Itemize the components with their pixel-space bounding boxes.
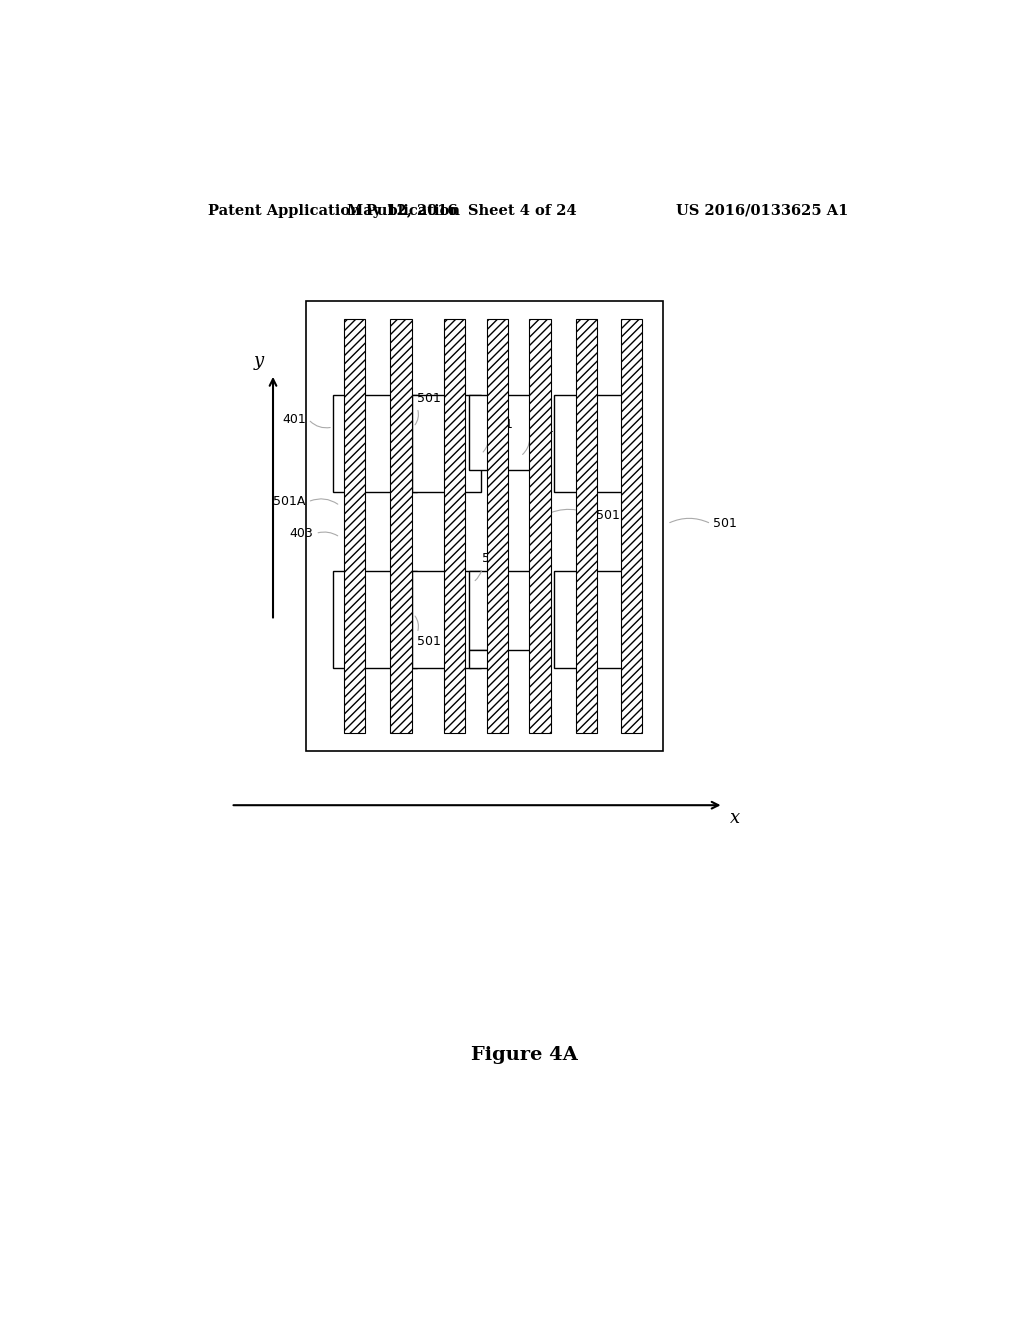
Bar (469, 396, 534, 470)
Text: 501: 501 (529, 421, 554, 434)
Text: Figure 4A: Figure 4A (471, 1047, 579, 1064)
Bar (412, 572, 481, 668)
Bar (443, 319, 465, 734)
Bar (486, 319, 508, 734)
Bar (621, 319, 642, 734)
Text: US 2016/0133625 A1: US 2016/0133625 A1 (676, 203, 848, 218)
Bar (554, 572, 630, 668)
Bar (575, 319, 597, 734)
Bar (390, 319, 412, 734)
Text: May 12, 2016  Sheet 4 of 24: May 12, 2016 Sheet 4 of 24 (347, 203, 577, 218)
Bar (333, 396, 417, 492)
Bar (554, 396, 630, 492)
Text: 401: 401 (283, 413, 306, 426)
Bar (469, 649, 492, 668)
Text: Patent Application Publication: Patent Application Publication (208, 203, 460, 218)
Bar (529, 319, 551, 734)
Text: y: y (254, 352, 264, 370)
Bar (344, 319, 366, 734)
Text: 501: 501 (596, 510, 621, 521)
Bar (333, 572, 417, 668)
Bar (306, 301, 664, 751)
Bar (412, 396, 481, 492)
Text: 501: 501 (488, 418, 513, 430)
Bar (469, 572, 535, 649)
Text: x: x (730, 809, 740, 828)
Text: 501: 501 (417, 635, 441, 648)
Text: 501: 501 (714, 517, 737, 531)
Text: 501A: 501A (273, 495, 305, 508)
Text: 501: 501 (417, 392, 441, 405)
Text: 501: 501 (482, 553, 506, 565)
Text: 403: 403 (290, 527, 313, 540)
